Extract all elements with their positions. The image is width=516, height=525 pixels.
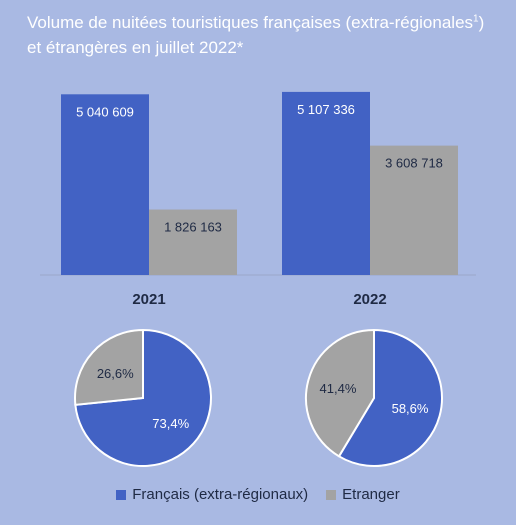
pie-slice-francais-2022 [337,328,443,467]
legend-label-etranger: Etranger [342,486,400,503]
footnote-mark: 1 [473,13,479,25]
pie-slice-label: 58,6% [392,401,429,416]
pie-slice-etranger-2022 [305,328,375,458]
pie-slice-etranger-2021 [74,328,144,406]
bar-value-label: 5 107 336 [297,102,355,117]
bar-value-label: 3 608 718 [385,156,443,171]
legend-item-francais: Français (extra-régionaux) [116,486,308,503]
legend-swatch-francais [116,489,127,500]
title-line1-end: ) [478,13,485,32]
bar-etranger-2021 [149,209,237,275]
bar-francais-2021 [61,94,149,275]
pie-slice-label: 73,4% [152,416,189,431]
bar-francais-2022 [282,91,370,275]
bar-value-label: 5 040 609 [76,104,134,119]
legend-item-etranger: Etranger [326,486,400,503]
x-tick-label-2022: 2022 [353,291,386,308]
legend-swatch-etranger [326,489,337,500]
x-tick-label-2021: 2021 [132,291,165,308]
pie-slice-label: 41,4% [320,381,357,396]
chart-area: 5 040 609 5 107 336 1 826 163 3 608 718 2021… [40,91,476,467]
legend-label-francais: Français (extra-régionaux) [132,486,309,503]
legend: Français (extra-régionaux) Etranger [0,486,516,503]
chart-title: Volume de nuitées touristiques française… [27,10,507,60]
bar-value-label: 1 826 163 [164,220,222,235]
title-line1: Volume de nuitées touristiques française… [27,13,474,32]
pie-slice-label: 26,6% [97,366,134,381]
bar-etranger-2022 [370,145,458,275]
title-line2: et étrangères en juillet 2022* [27,38,244,57]
